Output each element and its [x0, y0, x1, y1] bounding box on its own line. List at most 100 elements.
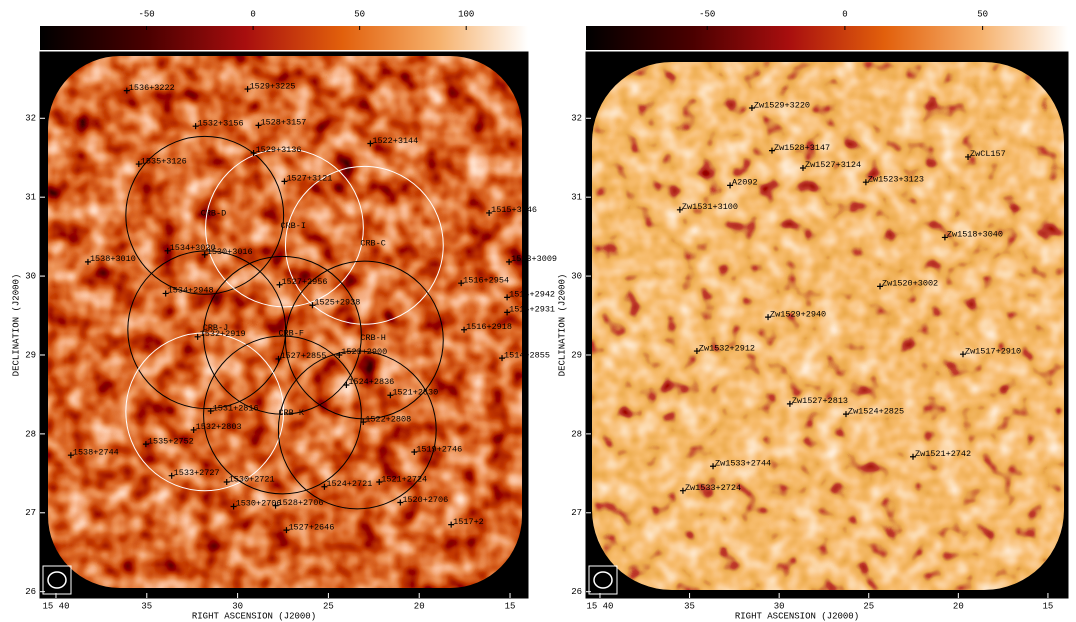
source-label: 1529+3225 — [250, 81, 296, 91]
source-label: 1532+3156 — [198, 118, 244, 128]
y-tick-label: 31 — [25, 193, 36, 203]
source-label: 1528+3157 — [260, 118, 306, 128]
x-tick-label: 20 — [953, 601, 964, 611]
x-tick-label: 35 — [141, 601, 152, 611]
y-tick-label: 30 — [25, 271, 36, 281]
source-label: 1528+2706 — [278, 498, 324, 508]
source-label: Zw1528+3147 — [774, 143, 830, 153]
y-axis-label: DECLINATION (J2000) — [11, 274, 21, 377]
y-tick-label: 32 — [25, 114, 36, 124]
source-label: 1522+3144 — [372, 136, 418, 146]
source-label: 1513+3009 — [511, 254, 557, 264]
circle-label: CRB-H — [360, 333, 386, 343]
y-tick-label: 30 — [571, 271, 582, 281]
y-tick-label: 26 — [25, 587, 36, 597]
figure: -50050100CRB-DCRB-ICRB-CCRB-JCRB-FCRB-HC… — [0, 0, 1076, 622]
source-label: Zw1533+2724 — [685, 483, 741, 493]
source-label: 1529+3136 — [256, 145, 302, 155]
source-label: 1523+2900 — [341, 347, 387, 357]
source-label: 1515+3046 — [491, 205, 537, 215]
circle-label: CRB-D — [201, 209, 227, 219]
source-label: 1514+2855 — [504, 350, 550, 360]
source-label: 1532+2919 — [200, 329, 246, 339]
source-label: 1514+2931 — [509, 305, 555, 315]
source-label: 1527+2956 — [282, 277, 328, 287]
source-label: 1536+3222 — [129, 83, 175, 93]
source-label: 1519+2746 — [416, 444, 462, 454]
x-tick-label: 25 — [323, 601, 334, 611]
source-label: 1525+2938 — [314, 298, 360, 308]
y-tick-label: 27 — [25, 508, 36, 518]
y-tick-label: 32 — [571, 114, 582, 124]
x-tick-label: 15 40 — [42, 601, 69, 611]
y-axis-label: DECLINATION (J2000) — [557, 274, 567, 377]
source-label: 1522+2808 — [365, 414, 411, 424]
source-label: 1532+2803 — [196, 422, 242, 432]
source-label: 1534+2948 — [168, 286, 214, 296]
x-tick-label: 15 40 — [586, 601, 613, 611]
colorbar-tick-label: 50 — [977, 9, 988, 19]
source-label: 1514+2942 — [509, 290, 555, 300]
circle-label: CRB-K — [278, 408, 304, 418]
source-label: Zw1517+2910 — [965, 346, 1021, 356]
source-label: A2092 — [732, 178, 758, 188]
circle-label: CRB-C — [360, 239, 386, 249]
source-label: Zw1529+2940 — [770, 309, 826, 319]
colorbar — [40, 26, 528, 50]
figure-layer: -50050100CRB-DCRB-ICRB-CCRB-JCRB-FCRB-HC… — [11, 9, 1068, 621]
source-label: 1530+2721 — [229, 474, 275, 484]
x-tick-label: 30 — [774, 601, 785, 611]
source-label: Zw1518+3040 — [947, 230, 1003, 240]
source-label: Zw1527+3124 — [805, 160, 861, 170]
colorbar-tick-label: 0 — [842, 9, 847, 19]
source-label: 1535+3126 — [141, 156, 187, 166]
circle-label: CRB-I — [280, 221, 306, 231]
x-tick-label: 30 — [232, 601, 243, 611]
x-tick-label: 20 — [414, 601, 425, 611]
x-tick-label: 35 — [684, 601, 695, 611]
source-label: Zw1521+2742 — [915, 449, 971, 459]
source-label: 1538+3010 — [90, 254, 136, 264]
source-label: 1524+2721 — [326, 479, 372, 489]
y-tick-label: 31 — [571, 193, 582, 203]
source-label: Zw1531+3100 — [682, 202, 738, 212]
source-label: 1538+2744 — [73, 447, 119, 457]
source-label: 1521+2830 — [392, 387, 438, 397]
x-axis-label: RIGHT ASCENSION (J2000) — [192, 611, 316, 621]
x-axis-label: RIGHT ASCENSION (J2000) — [735, 611, 859, 621]
y-tick-label: 29 — [25, 350, 36, 360]
source-label: 1527+3121 — [286, 174, 332, 184]
source-label: 1527+2646 — [288, 522, 334, 532]
source-label: 1531+2816 — [213, 403, 259, 413]
source-label: 1524+2836 — [348, 377, 394, 387]
source-label: Zw1529+3220 — [754, 100, 810, 110]
source-label: 1517+2 — [453, 517, 484, 527]
source-label: 1527+2855 — [280, 351, 326, 361]
colorbar-tick-label: 50 — [354, 9, 365, 19]
colorbar-tick-label: 100 — [458, 9, 474, 19]
source-label: 1516+2918 — [466, 322, 512, 332]
source-label: Zw1533+2744 — [715, 458, 771, 468]
colorbar-tick-label: -50 — [138, 9, 154, 19]
source-label: 1535+2752 — [148, 436, 194, 446]
source-label: 1534+3020 — [170, 243, 216, 253]
colorbar-tick-label: 0 — [250, 9, 255, 19]
colorbar-tick-label: -50 — [699, 9, 715, 19]
source-label: Zw1524+2825 — [848, 406, 904, 416]
source-label: ZwCL157 — [970, 149, 1006, 159]
source-label: 1521+2724 — [381, 474, 427, 484]
x-tick-label: 15 — [1043, 601, 1054, 611]
x-tick-label: 15 — [505, 601, 516, 611]
colorbar — [586, 26, 1068, 50]
source-label: Zw1527+2813 — [792, 396, 848, 406]
y-tick-label: 26 — [571, 587, 582, 597]
y-tick-label: 28 — [25, 429, 36, 439]
source-label: 1516+2954 — [463, 275, 509, 285]
x-tick-label: 25 — [863, 601, 874, 611]
y-tick-label: 28 — [571, 429, 582, 439]
intensity-map — [592, 62, 1064, 590]
source-label: Zw1532+2912 — [699, 343, 755, 353]
source-label: Zw1520+3002 — [882, 279, 938, 289]
y-tick-label: 29 — [571, 350, 582, 360]
source-label: 1520+2706 — [402, 495, 448, 505]
